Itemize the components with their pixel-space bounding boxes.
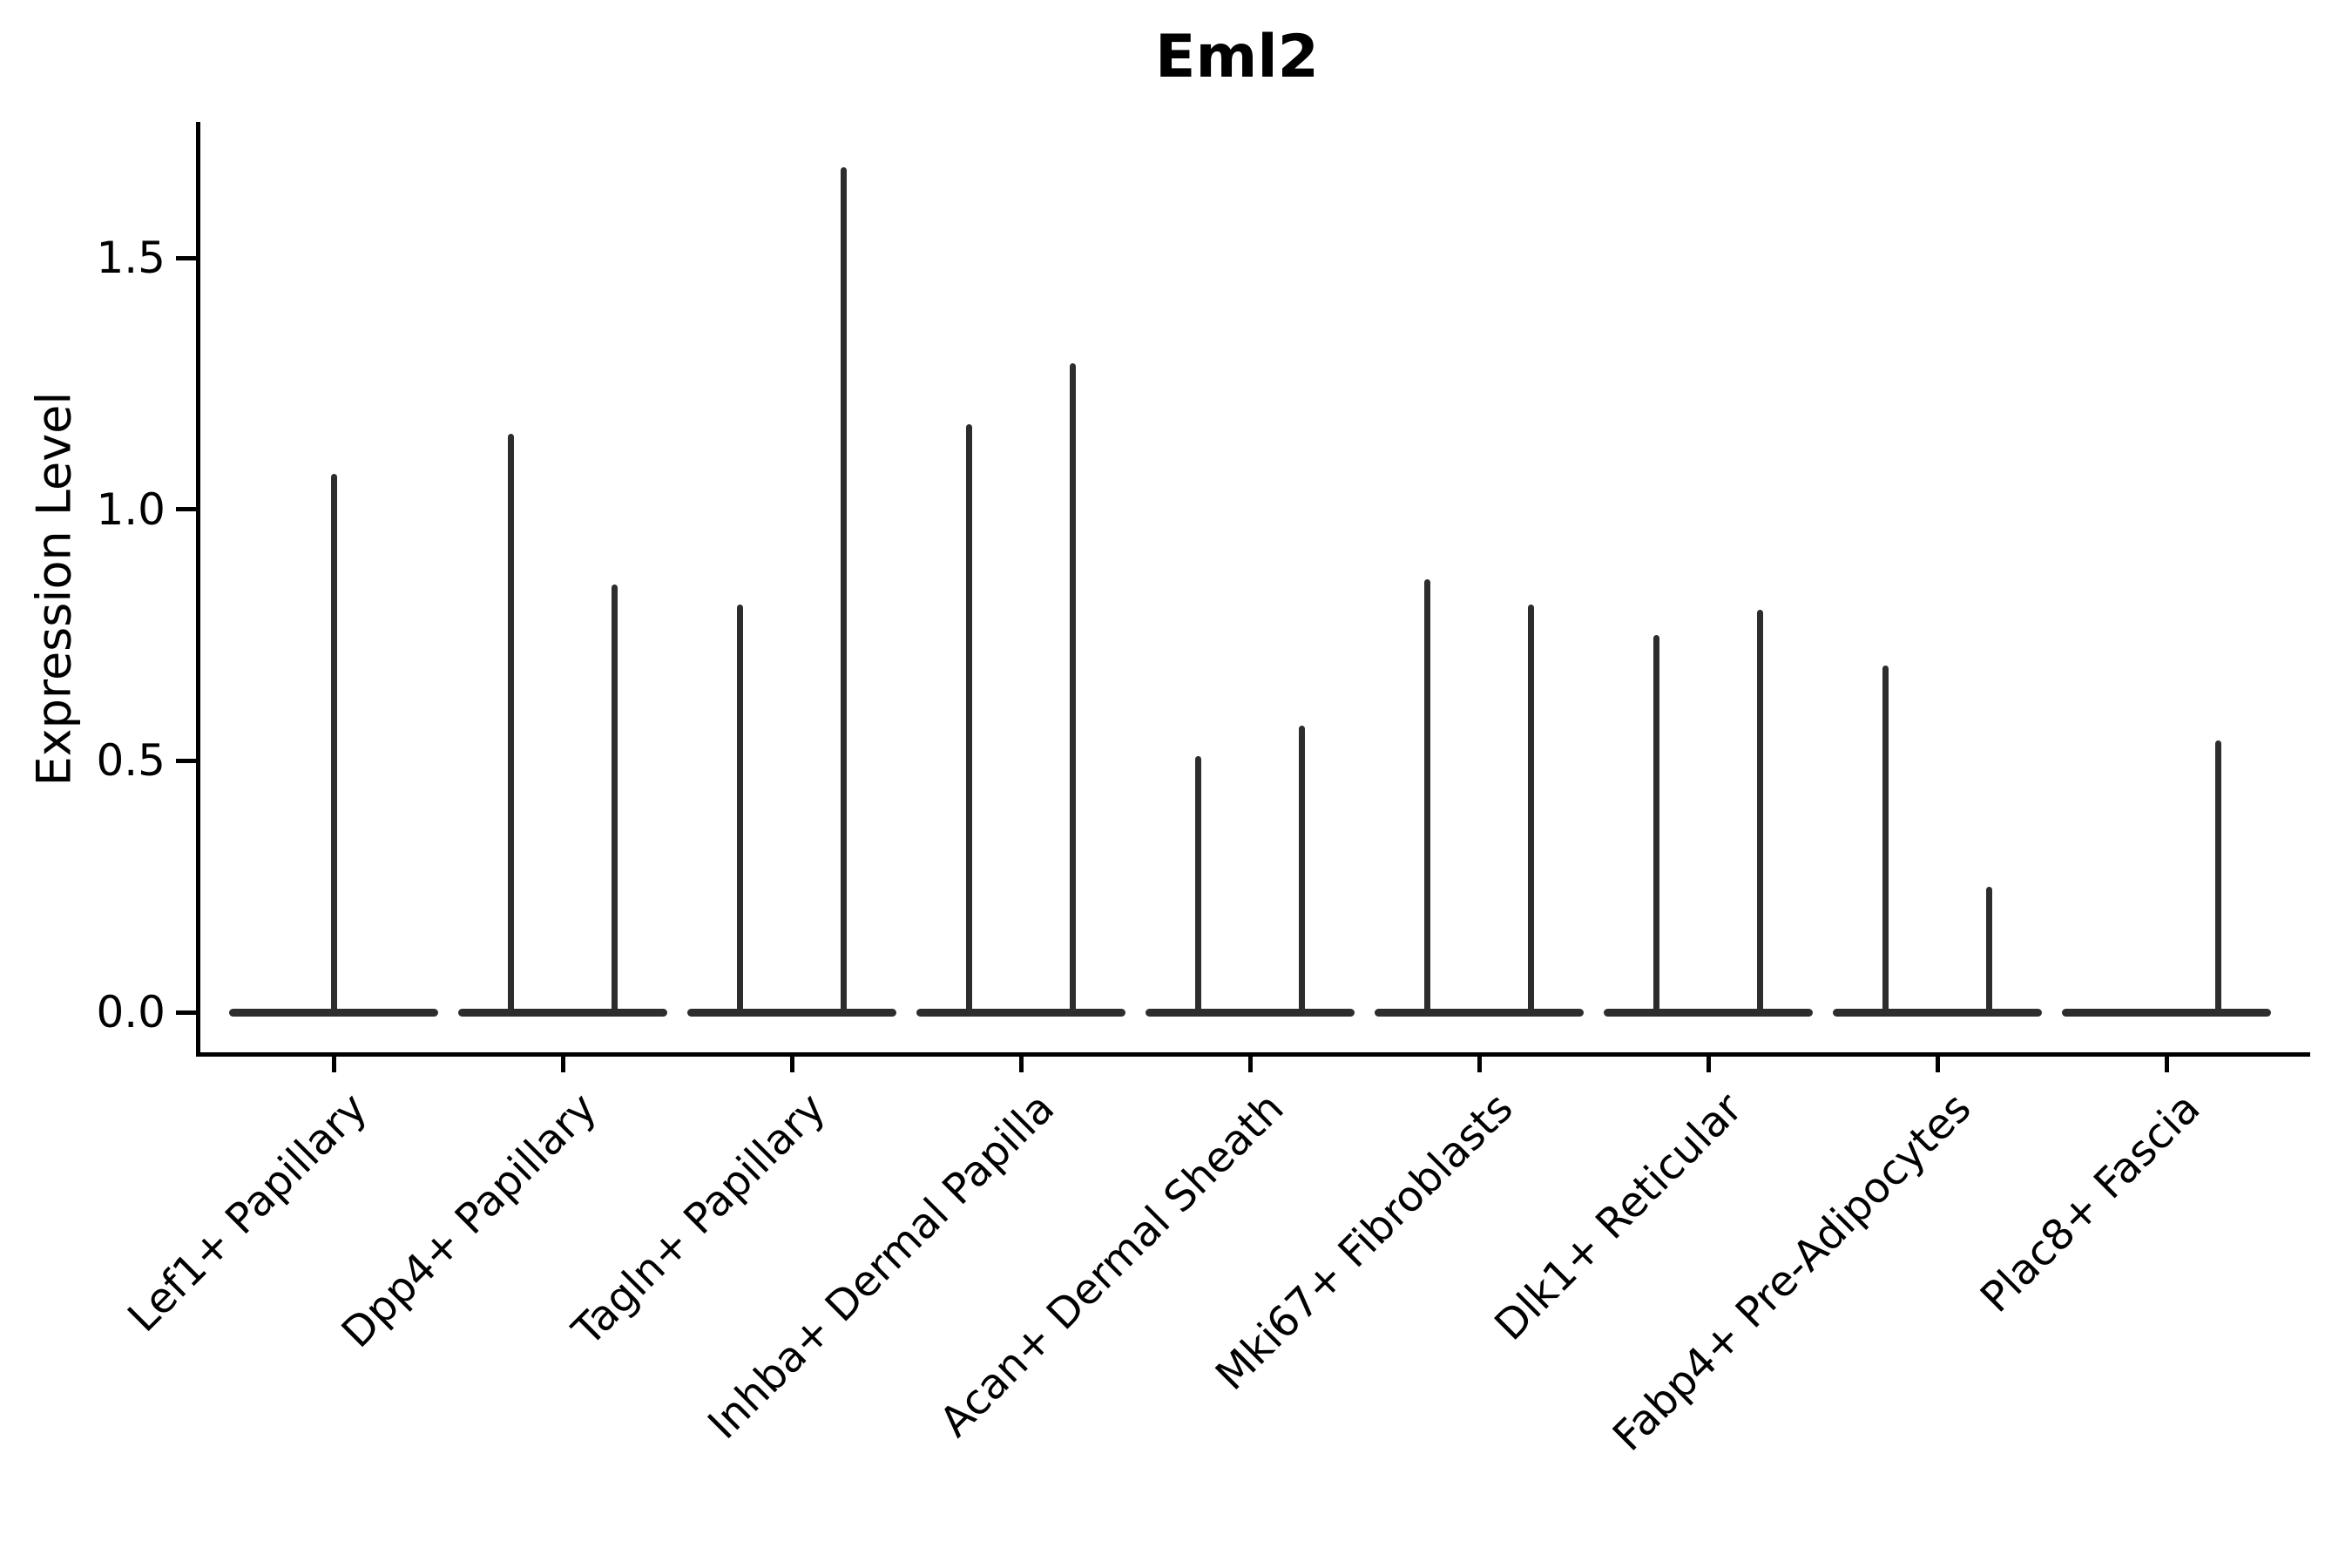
violin-max-spike xyxy=(508,434,514,1016)
x-tick xyxy=(1477,1053,1482,1072)
violin-max-spike xyxy=(1986,886,1992,1016)
violin-max-spike xyxy=(1757,610,1763,1016)
violin-max-spike xyxy=(1882,665,1889,1016)
x-tick xyxy=(1018,1053,1024,1072)
y-tick-label: 1.0 xyxy=(96,483,166,535)
violin-max-spike xyxy=(2215,740,2221,1016)
x-tick xyxy=(1247,1053,1253,1072)
x-axis-spine xyxy=(196,1052,2310,1057)
violin-baseline xyxy=(2062,1008,2271,1017)
x-tick xyxy=(331,1053,336,1072)
y-tick xyxy=(176,758,198,763)
violin-max-spike xyxy=(330,474,337,1016)
violin-baseline xyxy=(1604,1008,1813,1017)
y-tick xyxy=(176,507,198,512)
x-tick xyxy=(1935,1053,1940,1072)
y-axis-spine xyxy=(196,122,200,1057)
y-tick-label: 0.0 xyxy=(96,987,166,1037)
x-tick-label: Tagln+ Papillary xyxy=(563,1084,835,1355)
violin-max-spike xyxy=(966,423,972,1016)
x-tick-label: Dpp4+ Papillary xyxy=(332,1084,606,1358)
chart-title: Eml2 xyxy=(1155,23,1319,91)
violin-max-spike xyxy=(612,585,618,1016)
violin-max-spike xyxy=(737,605,743,1016)
violin-max-spike xyxy=(1299,725,1305,1016)
violin-baseline xyxy=(1833,1008,2042,1017)
y-tick xyxy=(176,255,198,260)
violin-max-spike xyxy=(1195,755,1201,1016)
violin-baseline xyxy=(1146,1008,1355,1017)
violin-baseline xyxy=(687,1008,896,1017)
violin-baseline xyxy=(458,1008,667,1017)
x-tick-label: Plac8+ Fascia xyxy=(1971,1084,2210,1322)
x-tick-label: Dlk1+ Reticular xyxy=(1484,1084,1752,1350)
violin-baseline xyxy=(916,1008,1125,1017)
y-axis-label: Expression Level xyxy=(26,391,82,787)
x-tick xyxy=(789,1053,794,1072)
y-tick-label: 0.5 xyxy=(96,735,166,787)
violin-max-spike xyxy=(1528,605,1534,1016)
violin-baseline xyxy=(1375,1008,1584,1017)
violin-max-spike xyxy=(841,167,847,1016)
violin-max-spike xyxy=(1653,635,1659,1016)
y-tick xyxy=(176,1010,198,1015)
violin-max-spike xyxy=(1070,363,1076,1016)
x-tick xyxy=(560,1053,565,1072)
x-tick xyxy=(2164,1053,2169,1072)
x-tick-label: Lef1+ Papillary xyxy=(118,1084,377,1342)
y-tick-label: 1.5 xyxy=(96,233,166,283)
violin-max-spike xyxy=(1424,579,1430,1016)
x-tick xyxy=(1706,1053,1711,1072)
